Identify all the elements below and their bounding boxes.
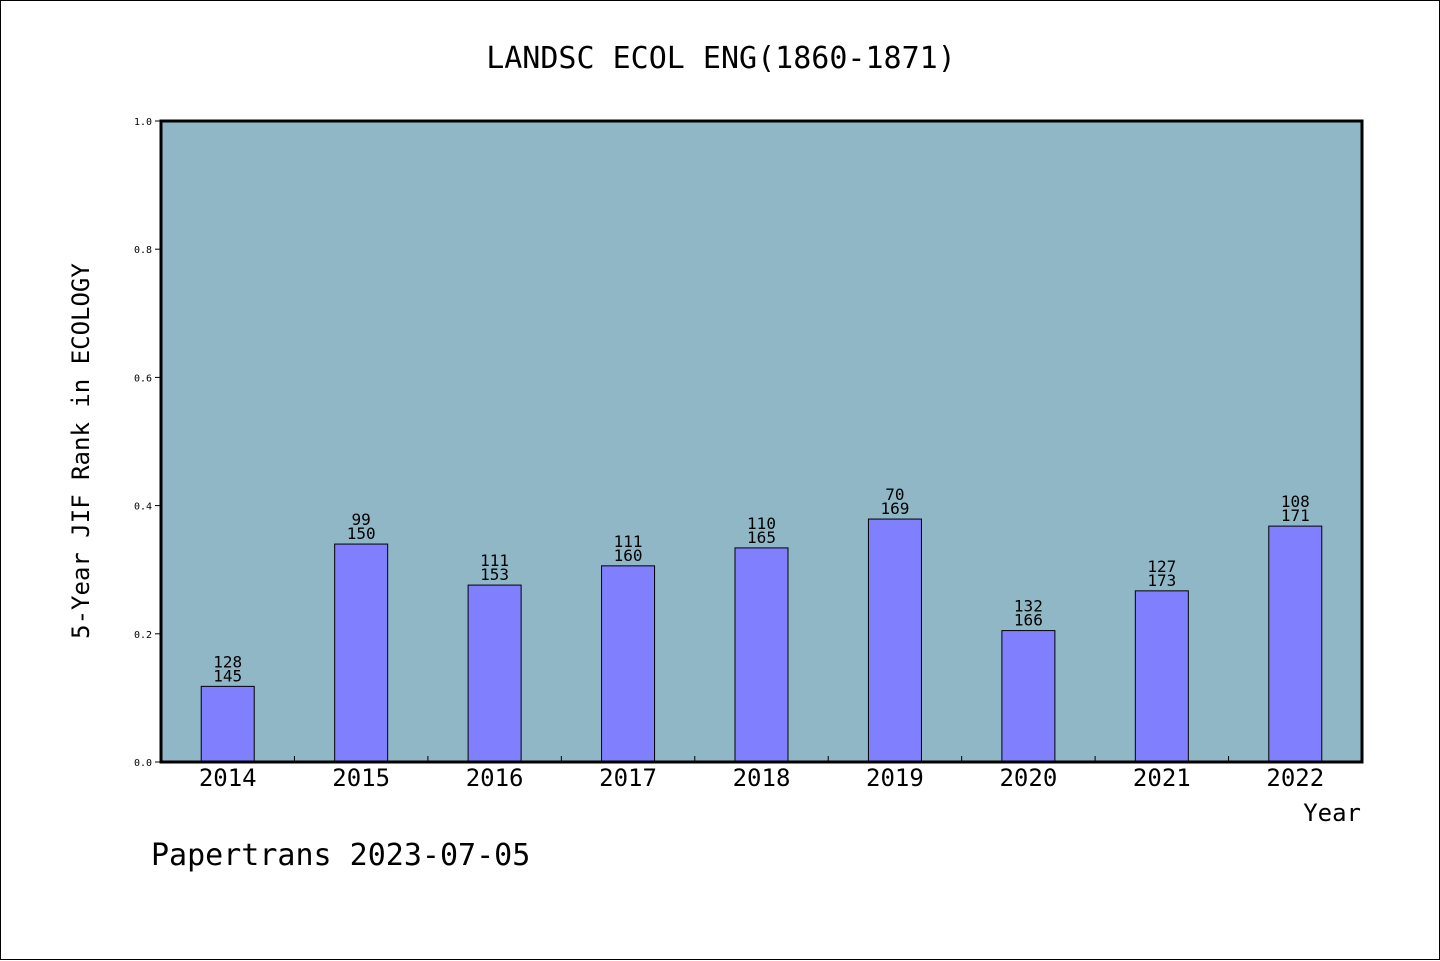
y-axis-ticks: 0.0 0.2 0.4 0.6 0.8 1.0 xyxy=(134,117,161,769)
bar-label-top-2018: 110 xyxy=(747,514,776,533)
y-tick-label: 0.6 xyxy=(134,373,152,384)
footer-text: Papertrans 2023-07-05 xyxy=(151,838,530,873)
y-tick-label: 0.2 xyxy=(134,630,152,641)
bar-label-bottom-2020: 166 xyxy=(1014,611,1043,630)
bar-2014 xyxy=(200,685,255,763)
bar-label-top-2021: 127 xyxy=(1147,557,1176,576)
bars-group xyxy=(200,518,1323,763)
bar-label-top-2016: 111 xyxy=(480,551,509,570)
bar-label-bottom-2019: 169 xyxy=(880,499,909,518)
x-tick-label-2016: 2016 xyxy=(466,764,524,792)
bar-2018 xyxy=(734,547,789,763)
bar-label-top-2020: 132 xyxy=(1014,597,1043,616)
bar-label-top-2014: 128 xyxy=(213,652,242,671)
plot-border xyxy=(159,119,1364,764)
bar-2022 xyxy=(1268,525,1323,763)
bar-label-bottom-2018: 165 xyxy=(747,528,776,547)
y-tick-label: 0.4 xyxy=(134,502,152,513)
y-axis-label: 5-Year JIF Rank in ECOLOGY xyxy=(67,263,95,639)
bar-label-bottom-2022: 171 xyxy=(1281,506,1310,525)
x-axis-label: Year xyxy=(1303,799,1361,827)
x-axis-ticks: 2014 2015 2016 2017 2018 2019 2020 2021 2022 xyxy=(199,756,1324,792)
x-tick-label-2015: 2015 xyxy=(332,764,390,792)
bar-label-bottom-2015: 150 xyxy=(347,524,376,543)
x-tick-label-2020: 2020 xyxy=(999,764,1057,792)
bar-label-top-2017: 111 xyxy=(614,532,643,551)
bar-2021 xyxy=(1134,590,1189,763)
bar-label-bottom-2016: 153 xyxy=(480,565,509,584)
x-tick-label-2018: 2018 xyxy=(733,764,791,792)
bar-label-bottom-2017: 160 xyxy=(614,546,643,565)
y-tick-label: 0.8 xyxy=(134,245,152,256)
bar-label-top-2015: 99 xyxy=(352,510,371,529)
x-tick-label-2022: 2022 xyxy=(1266,764,1324,792)
x-tick-label-2014: 2014 xyxy=(199,764,257,792)
bar-2016 xyxy=(467,584,522,763)
bar-2019 xyxy=(867,518,922,763)
bar-2017 xyxy=(601,565,656,763)
bar-label-bottom-2021: 173 xyxy=(1147,571,1176,590)
x-tick-label-2017: 2017 xyxy=(599,764,657,792)
y-tick-label: 0.0 xyxy=(134,758,152,769)
bar-labels-group: 1281459915011115311116011016570169132166… xyxy=(213,485,1309,685)
x-tick-label-2021: 2021 xyxy=(1133,764,1191,792)
bar-label-top-2019: 70 xyxy=(885,485,904,504)
x-tick-label-2019: 2019 xyxy=(866,764,924,792)
bar-2015 xyxy=(334,543,389,763)
bar-label-bottom-2014: 145 xyxy=(213,666,242,685)
chart-title: LANDSC ECOL ENG(1860-1871) xyxy=(486,41,956,76)
y-tick-label: 1.0 xyxy=(134,117,152,128)
bar-2020 xyxy=(1001,630,1056,763)
bar-label-top-2022: 108 xyxy=(1281,492,1310,511)
